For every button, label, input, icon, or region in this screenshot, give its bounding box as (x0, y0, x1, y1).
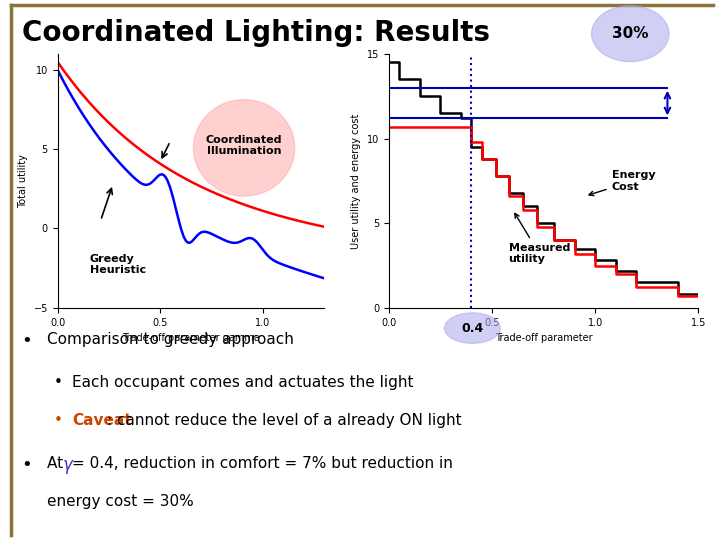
Y-axis label: User utility and energy cost: User utility and energy cost (351, 113, 361, 248)
Text: At: At (47, 456, 68, 471)
Text: •: • (22, 332, 32, 350)
Text: 30%: 30% (612, 26, 649, 41)
Ellipse shape (592, 6, 669, 62)
Text: Caveat: Caveat (72, 413, 132, 428)
Text: Comparison to greedy approach: Comparison to greedy approach (47, 332, 294, 347)
Text: Coordinated
Illumination: Coordinated Illumination (206, 134, 282, 156)
Text: •: • (54, 375, 63, 390)
Text: γ: γ (63, 456, 73, 474)
Text: •: • (22, 456, 32, 474)
Y-axis label: Total utility: Total utility (18, 154, 28, 208)
X-axis label: Trade-off parameter: Trade-off parameter (495, 333, 593, 343)
X-axis label: Trade-off parameter gamma: Trade-off parameter gamma (122, 333, 260, 343)
Text: Each occupant comes and actuates the light: Each occupant comes and actuates the lig… (72, 375, 413, 390)
Text: •: • (54, 413, 63, 428)
Text: Measured
utility: Measured utility (508, 213, 570, 265)
Text: Greedy
Heuristic: Greedy Heuristic (89, 254, 145, 275)
Ellipse shape (444, 313, 500, 343)
Text: 0.4: 0.4 (462, 322, 484, 335)
Text: Energy
Cost: Energy Cost (589, 170, 655, 195)
Text: = 0.4, reduction in comfort = 7% but reduction in: = 0.4, reduction in comfort = 7% but red… (72, 456, 453, 471)
Ellipse shape (194, 100, 294, 196)
Text: Coordinated Lighting: Results: Coordinated Lighting: Results (22, 19, 490, 47)
Text: energy cost = 30%: energy cost = 30% (47, 494, 194, 509)
Text: : cannot reduce the level of a already ON light: : cannot reduce the level of a already O… (107, 413, 462, 428)
